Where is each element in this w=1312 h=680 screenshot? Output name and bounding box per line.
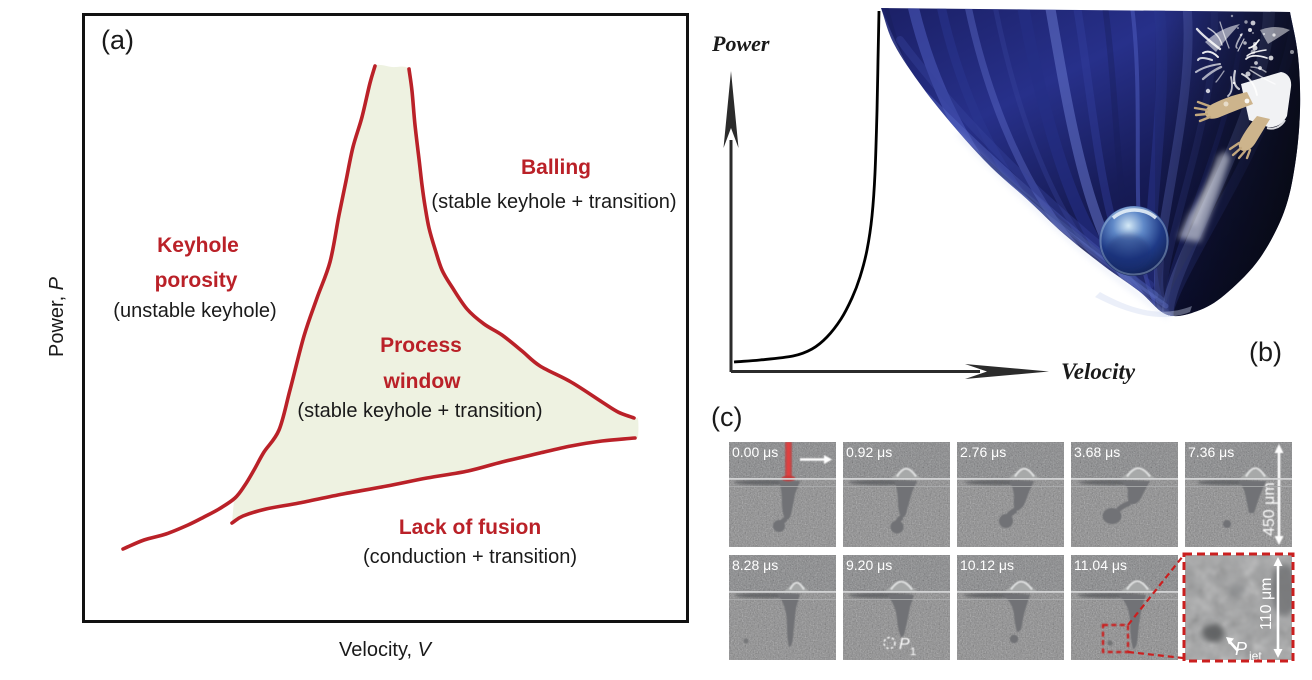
- svg-text:450 μm: 450 μm: [1261, 482, 1278, 536]
- svg-text:porosity: porosity: [155, 269, 238, 292]
- svg-text:(a): (a): [101, 25, 134, 55]
- svg-text:(unstable keyhole): (unstable keyhole): [113, 300, 276, 322]
- svg-text:0.00 μs: 0.00 μs: [732, 444, 778, 460]
- svg-text:(conduction + transition): (conduction + transition): [363, 546, 577, 568]
- svg-text:jet: jet: [1248, 649, 1262, 663]
- svg-text:Velocity: Velocity: [1061, 359, 1136, 384]
- svg-text:(stable keyhole + transition): (stable keyhole + transition): [431, 191, 676, 213]
- svg-text:1: 1: [910, 646, 916, 658]
- svg-text:(c): (c): [711, 402, 742, 432]
- svg-text:9.20 μs: 9.20 μs: [846, 557, 892, 573]
- svg-text:Lack of fusion: Lack of fusion: [399, 516, 541, 539]
- svg-text:11.04 μs: 11.04 μs: [1074, 557, 1127, 573]
- svg-text:(stable keyhole + transition): (stable keyhole + transition): [297, 400, 542, 422]
- svg-text:P: P: [1235, 639, 1247, 659]
- svg-text:8.28 μs: 8.28 μs: [732, 557, 778, 573]
- svg-text:Power, P: Power, P: [46, 276, 68, 357]
- svg-text:(b): (b): [1249, 337, 1282, 367]
- svg-text:Power: Power: [711, 31, 770, 56]
- svg-text:Balling: Balling: [521, 156, 591, 179]
- svg-text:110 μm: 110 μm: [1258, 578, 1275, 631]
- svg-text:10.12 μs: 10.12 μs: [960, 557, 1014, 573]
- svg-text:7.36 μs: 7.36 μs: [1188, 444, 1234, 460]
- svg-text:2.76 μs: 2.76 μs: [960, 444, 1006, 460]
- svg-text:P: P: [899, 636, 910, 653]
- svg-text:3.68 μs: 3.68 μs: [1074, 444, 1120, 460]
- svg-text:0.92 μs: 0.92 μs: [846, 444, 892, 460]
- svg-text:Velocity, V: Velocity, V: [339, 639, 433, 661]
- svg-text:window: window: [383, 370, 462, 393]
- svg-text:Process: Process: [380, 334, 462, 357]
- svg-text:Keyhole: Keyhole: [157, 234, 239, 257]
